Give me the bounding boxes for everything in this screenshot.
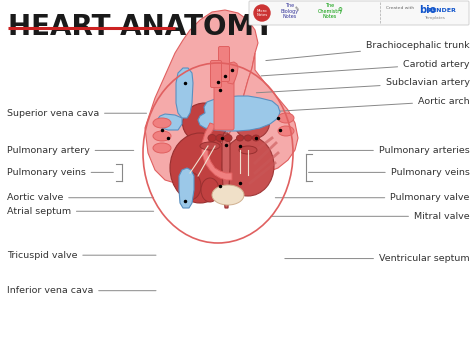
Text: Subclavian artery: Subclavian artery	[256, 78, 470, 93]
Text: The
Biology
Notes: The Biology Notes	[281, 3, 299, 19]
Ellipse shape	[224, 135, 232, 142]
Text: Aortic valve: Aortic valve	[7, 193, 154, 202]
Ellipse shape	[153, 118, 171, 128]
FancyBboxPatch shape	[219, 47, 229, 81]
Polygon shape	[205, 53, 298, 175]
Text: Ventricular septum: Ventricular septum	[285, 254, 470, 263]
Polygon shape	[176, 68, 193, 118]
Text: Mitral valve: Mitral valve	[271, 212, 470, 221]
Ellipse shape	[222, 136, 274, 196]
Ellipse shape	[212, 185, 244, 205]
Text: Pulmonary veins: Pulmonary veins	[7, 168, 113, 177]
Polygon shape	[145, 10, 258, 183]
Text: Inferior vena cava: Inferior vena cava	[7, 286, 156, 295]
Polygon shape	[222, 133, 230, 208]
Polygon shape	[157, 114, 182, 130]
Text: Created with: Created with	[386, 6, 414, 10]
Text: Pulmonary veins: Pulmonary veins	[309, 168, 470, 177]
Ellipse shape	[253, 135, 259, 141]
Ellipse shape	[216, 135, 224, 142]
Text: ✎: ✎	[295, 7, 300, 12]
Text: Aortic arch: Aortic arch	[247, 97, 470, 113]
Ellipse shape	[201, 178, 219, 202]
Text: Micro
Notes: Micro Notes	[256, 9, 268, 17]
Text: Pulmonary artery: Pulmonary artery	[7, 146, 134, 155]
Text: Carotid artery: Carotid artery	[261, 60, 470, 76]
Ellipse shape	[179, 172, 201, 200]
Ellipse shape	[245, 135, 252, 141]
Text: Atrial septum: Atrial septum	[7, 207, 154, 216]
Ellipse shape	[153, 143, 171, 153]
Text: RENDER: RENDER	[428, 7, 456, 13]
FancyBboxPatch shape	[210, 61, 221, 88]
Text: Pulmonary arteries: Pulmonary arteries	[309, 146, 470, 155]
Ellipse shape	[208, 135, 216, 142]
Text: Pulmonary valve: Pulmonary valve	[275, 193, 470, 202]
Circle shape	[254, 5, 270, 21]
Text: Templates: Templates	[425, 16, 446, 20]
Ellipse shape	[278, 126, 294, 136]
Polygon shape	[225, 62, 238, 84]
Polygon shape	[202, 123, 232, 180]
Polygon shape	[179, 168, 194, 208]
Ellipse shape	[170, 133, 230, 203]
Ellipse shape	[200, 142, 220, 150]
Ellipse shape	[237, 135, 244, 141]
FancyBboxPatch shape	[214, 71, 234, 130]
Ellipse shape	[278, 113, 294, 123]
Ellipse shape	[235, 107, 270, 139]
Text: bio: bio	[419, 5, 437, 15]
Text: Brachiocephalic trunk: Brachiocephalic trunk	[266, 41, 470, 61]
Ellipse shape	[239, 146, 257, 154]
Text: Tricuspid valve: Tricuspid valve	[7, 251, 156, 260]
Text: The
Chemistry
Notes: The Chemistry Notes	[318, 3, 343, 19]
Text: Superior vena cava: Superior vena cava	[7, 109, 146, 118]
Text: ⚙: ⚙	[338, 7, 343, 12]
Ellipse shape	[182, 103, 228, 143]
Polygon shape	[198, 96, 280, 131]
Text: HEART ANATOMY: HEART ANATOMY	[8, 13, 274, 41]
Ellipse shape	[153, 131, 171, 141]
FancyBboxPatch shape	[249, 1, 469, 25]
